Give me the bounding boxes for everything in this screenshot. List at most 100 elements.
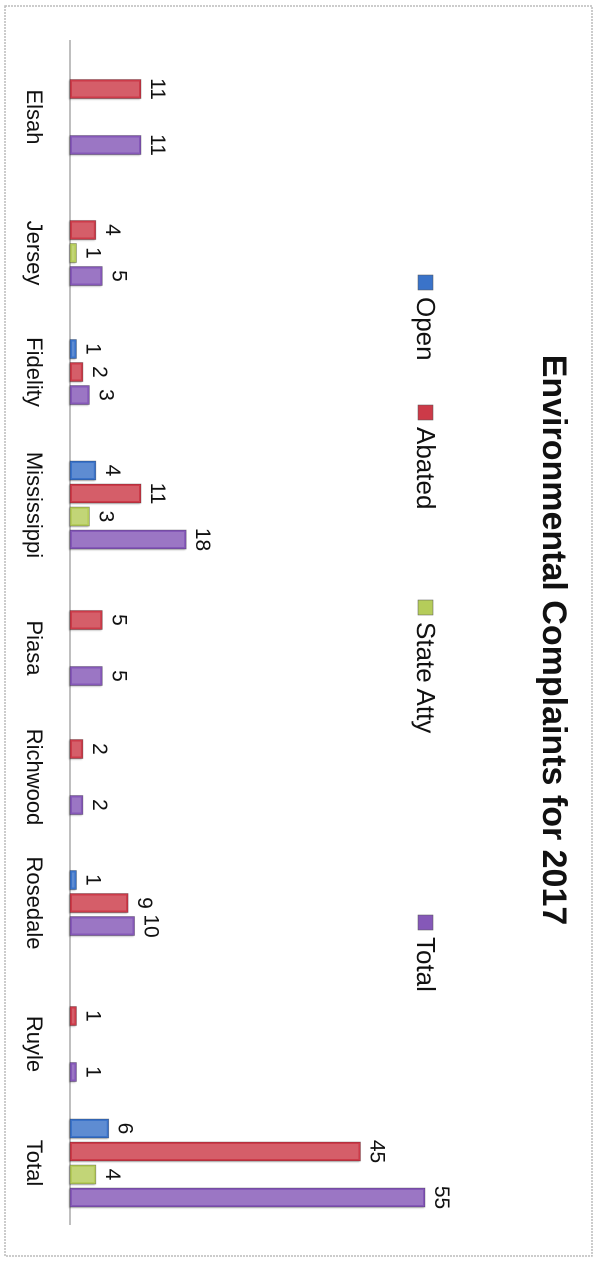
bar-highlight-mississippi-open xyxy=(71,463,94,478)
bar-highlight-elsah-abated xyxy=(72,81,139,97)
bar-mississippi-open: 4 xyxy=(69,460,124,481)
data-label-rosedale-open: 1 xyxy=(81,874,104,886)
bar-rect-mississippi-abated xyxy=(69,483,142,504)
data-label-fidelity-total: 3 xyxy=(94,389,117,401)
legend-label-abated: Abated xyxy=(411,427,441,509)
category-label-piasa: Piasa xyxy=(22,620,47,676)
category-label-rosedale: Rosedale xyxy=(22,857,47,950)
bar-rect-elsah-abated xyxy=(69,79,142,99)
bar-mississippi-state-atty: 3 xyxy=(69,506,117,527)
bar-highlight-richwood-abated xyxy=(72,741,81,757)
bar-piasa-abated: 5 xyxy=(69,610,130,630)
chart-rotated-content: Environmental Complaints for 2017 Open Ab… xyxy=(22,40,573,1225)
bar-highlight-elsah-total xyxy=(72,137,139,153)
legend-item-open: Open xyxy=(411,274,441,361)
bar-highlight-fidelity-total xyxy=(72,387,88,403)
bar-highlight-jersey-state-atty xyxy=(71,245,75,261)
data-label-ruyle-abated: 1 xyxy=(81,1010,104,1022)
legend-swatch-state-atty xyxy=(417,599,434,616)
bar-highlight-rosedale-abated xyxy=(72,895,127,911)
bar-rect-mississippi-total xyxy=(69,529,187,550)
bar-fidelity-open: 1 xyxy=(69,339,104,359)
bar-rect-jersey-abated xyxy=(69,220,97,240)
bar-rect-rosedale-open xyxy=(69,870,77,890)
category-label-fidelity: Fidelity xyxy=(22,337,47,407)
data-label-piasa-total: 5 xyxy=(107,670,130,682)
category-label-total: Total xyxy=(22,1140,47,1186)
data-label-ruyle-total: 1 xyxy=(81,1066,104,1078)
bar-rect-rosedale-abated xyxy=(69,893,129,913)
data-label-total-state-atty: 4 xyxy=(101,1169,124,1181)
bar-total-total: 55 xyxy=(69,1186,453,1209)
legend-item-state-atty: State Atty xyxy=(411,599,441,733)
bar-highlight-jersey-total xyxy=(72,268,101,284)
data-label-rosedale-abated: 9 xyxy=(133,897,156,909)
data-label-richwood-total: 2 xyxy=(88,799,111,811)
bar-highlight-fidelity-open xyxy=(71,341,75,357)
bar-highlight-piasa-total xyxy=(72,668,101,684)
bar-richwood-total: 2 xyxy=(69,795,111,815)
bar-ruyle-total: 1 xyxy=(69,1062,104,1082)
bar-fidelity-total: 3 xyxy=(69,385,117,405)
chart-border xyxy=(4,5,593,1257)
bar-elsah-total: 11 xyxy=(69,134,169,156)
bar-rect-ruyle-abated xyxy=(69,1006,77,1026)
bar-ruyle-abated: 1 xyxy=(69,1006,104,1026)
bar-highlight-total-total xyxy=(72,1190,423,1205)
bar-rect-total-total xyxy=(69,1187,426,1208)
bar-highlight-mississippi-abated xyxy=(72,486,139,501)
data-label-mississippi-abated: 11 xyxy=(146,483,169,505)
bar-jersey-total: 5 xyxy=(69,266,130,286)
category-label-mississippi: Mississippi xyxy=(22,452,47,558)
bar-rosedale-open: 1 xyxy=(69,870,104,890)
data-label-total-open: 6 xyxy=(114,1123,137,1135)
bar-rosedale-total: 10 xyxy=(69,914,163,938)
bar-highlight-total-abated xyxy=(71,1144,359,1159)
data-label-fidelity-abated: 2 xyxy=(88,366,111,378)
bar-highlight-ruyle-abated xyxy=(71,1008,75,1024)
category-label-ruyle: Ruyle xyxy=(22,1016,47,1072)
bar-richwood-abated: 2 xyxy=(69,739,111,759)
bar-highlight-mississippi-total xyxy=(72,532,185,547)
data-label-mississippi-state-atty: 3 xyxy=(94,511,117,523)
bar-highlight-total-open xyxy=(71,1121,107,1136)
data-label-jersey-abated: 4 xyxy=(101,224,124,236)
bar-highlight-mississippi-state-atty xyxy=(72,509,88,524)
bar-rect-piasa-total xyxy=(69,666,103,686)
bar-rect-total-state-atty xyxy=(69,1164,97,1185)
legend-label-state-atty: State Atty xyxy=(411,622,441,733)
category-label-jersey: Jersey xyxy=(22,221,47,286)
bar-rect-jersey-total xyxy=(69,266,103,286)
bar-highlight-total-state-atty xyxy=(71,1167,94,1182)
legend-label-total: Total xyxy=(411,937,441,992)
bar-rect-fidelity-abated xyxy=(69,362,84,382)
bar-rect-richwood-total xyxy=(69,795,84,815)
bar-highlight-richwood-total xyxy=(72,797,81,813)
bar-highlight-piasa-abated xyxy=(72,612,101,628)
bar-highlight-rosedale-total xyxy=(71,918,133,934)
bar-rosedale-abated: 9 xyxy=(69,893,156,913)
data-label-piasa-abated: 5 xyxy=(107,614,130,626)
bar-rect-mississippi-open xyxy=(69,460,97,481)
chart-title: Environmental Complaints for 2017 xyxy=(535,355,573,926)
data-label-elsah-abated: 11 xyxy=(146,78,169,100)
bar-rect-rosedale-total xyxy=(69,916,135,936)
data-label-jersey-state-atty: 1 xyxy=(81,247,104,259)
bar-total-abated: 45 xyxy=(69,1140,388,1163)
bar-highlight-jersey-abated xyxy=(71,222,94,238)
bar-rect-richwood-abated xyxy=(69,739,84,759)
bar-rect-fidelity-open xyxy=(69,339,77,359)
bar-rect-piasa-abated xyxy=(69,610,103,630)
bar-elsah-abated: 11 xyxy=(69,78,169,100)
bar-rect-total-open xyxy=(69,1118,110,1139)
bar-rect-elsah-total xyxy=(69,135,142,155)
bar-highlight-rosedale-open xyxy=(71,872,75,888)
bar-rect-jersey-state-atty xyxy=(69,243,77,263)
data-label-total-total: 55 xyxy=(430,1186,453,1209)
bar-mississippi-abated: 11 xyxy=(69,483,169,505)
legend-item-abated: Abated xyxy=(411,404,441,509)
data-label-mississippi-total: 18 xyxy=(191,528,214,551)
